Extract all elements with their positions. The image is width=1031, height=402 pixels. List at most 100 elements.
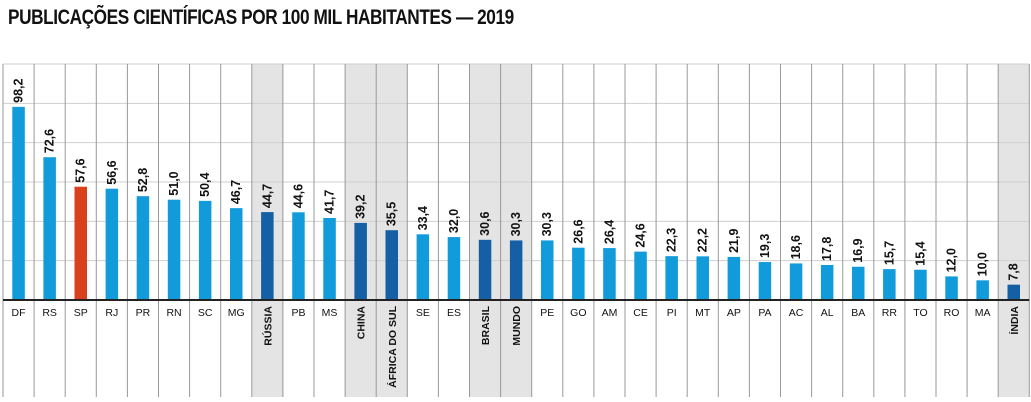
category-label: PI bbox=[667, 307, 677, 319]
bar bbox=[1007, 284, 1020, 300]
value-label: 21,9 bbox=[727, 229, 741, 253]
value-label: 26,6 bbox=[571, 219, 585, 243]
bar bbox=[634, 251, 647, 300]
bar bbox=[198, 200, 212, 300]
category-label: AM bbox=[602, 307, 618, 319]
bar bbox=[976, 280, 989, 300]
bar bbox=[292, 212, 305, 300]
category-label: AL bbox=[821, 307, 834, 319]
value-label: 56,6 bbox=[105, 160, 119, 184]
category-label: MS bbox=[322, 307, 338, 319]
category-label: AC bbox=[789, 307, 804, 319]
category-label: DF bbox=[12, 307, 26, 319]
category-label: GO bbox=[570, 307, 586, 319]
bar bbox=[74, 186, 87, 300]
bar bbox=[447, 237, 461, 300]
bar bbox=[354, 222, 367, 300]
value-label: 30,3 bbox=[509, 212, 523, 236]
value-label: 41,7 bbox=[323, 190, 337, 214]
value-label: 22,3 bbox=[665, 228, 679, 252]
bar bbox=[230, 208, 243, 300]
bar bbox=[852, 266, 865, 300]
bar bbox=[509, 240, 523, 300]
bar bbox=[43, 157, 56, 300]
bar bbox=[416, 234, 430, 300]
category-label: ES bbox=[447, 307, 461, 319]
bar bbox=[167, 199, 181, 300]
bar bbox=[323, 217, 336, 300]
value-label: 10,0 bbox=[976, 252, 990, 276]
value-label: 32,0 bbox=[447, 209, 461, 233]
category-label: PR bbox=[136, 307, 151, 319]
value-label: 30,6 bbox=[478, 211, 492, 235]
value-label: 44,7 bbox=[260, 184, 274, 208]
category-label: PA bbox=[758, 307, 771, 319]
category-label: RO bbox=[944, 307, 960, 319]
bar bbox=[261, 212, 274, 300]
bar bbox=[820, 264, 834, 300]
category-label: MT bbox=[695, 307, 711, 319]
value-label: 15,7 bbox=[882, 241, 896, 265]
category-label: MUNDO bbox=[511, 306, 523, 346]
value-label: 24,6 bbox=[634, 223, 648, 247]
value-label: 19,3 bbox=[758, 234, 772, 258]
bar bbox=[727, 256, 741, 300]
category-label: CE bbox=[633, 307, 648, 319]
value-label: 33,4 bbox=[416, 206, 430, 230]
comparison-column-bg bbox=[469, 64, 501, 397]
category-label: SP bbox=[74, 307, 88, 319]
value-label: 15,4 bbox=[913, 241, 927, 265]
value-label: 98,2 bbox=[12, 78, 26, 102]
value-label: 16,9 bbox=[851, 238, 865, 262]
value-label: 72,6 bbox=[43, 129, 57, 153]
category-label: MG bbox=[228, 307, 245, 319]
category-label: BA bbox=[851, 307, 865, 319]
value-label: 18,6 bbox=[789, 235, 803, 259]
bar bbox=[789, 263, 803, 300]
value-label: 22,2 bbox=[696, 228, 710, 252]
bar bbox=[883, 269, 896, 300]
value-label: 46,7 bbox=[229, 180, 243, 204]
bar bbox=[758, 262, 772, 300]
value-label: 30,3 bbox=[540, 212, 554, 236]
value-label: 26,4 bbox=[602, 220, 616, 244]
bar bbox=[136, 196, 150, 300]
value-label: 57,6 bbox=[74, 158, 88, 182]
bar bbox=[572, 247, 585, 300]
category-label: PB bbox=[291, 307, 305, 319]
value-label: 12,0 bbox=[945, 248, 959, 272]
comparison-column-bg bbox=[500, 64, 532, 397]
bar bbox=[12, 106, 25, 300]
comparison-column-bg bbox=[998, 64, 1030, 397]
value-label: 17,8 bbox=[820, 237, 834, 261]
bar bbox=[696, 256, 709, 300]
category-label: RS bbox=[42, 307, 57, 319]
value-label: 44,6 bbox=[291, 184, 305, 208]
category-label: SC bbox=[198, 307, 213, 319]
bar bbox=[541, 240, 554, 300]
category-label: RJ bbox=[105, 307, 118, 319]
category-label: MA bbox=[975, 307, 991, 319]
bar bbox=[478, 239, 492, 300]
value-label: 39,2 bbox=[354, 195, 368, 219]
value-label: 35,5 bbox=[385, 202, 399, 226]
bar bbox=[665, 256, 678, 300]
bar bbox=[105, 188, 119, 300]
bar bbox=[914, 269, 927, 300]
category-label: RR bbox=[882, 307, 898, 319]
value-label: 52,8 bbox=[136, 168, 150, 192]
category-label: ÁFRICA DO SUL bbox=[386, 305, 399, 387]
value-label: 50,4 bbox=[198, 173, 212, 197]
value-label: 7,8 bbox=[1007, 263, 1021, 280]
bar bbox=[945, 276, 958, 300]
category-label: RÚSSIA bbox=[261, 306, 274, 346]
category-label: TO bbox=[913, 307, 927, 319]
category-label: PE bbox=[540, 307, 554, 319]
bar bbox=[603, 248, 616, 300]
chart-title: PUBLICAÇÕES CIENTÍFICAS POR 100 MIL HABI… bbox=[8, 6, 514, 29]
category-label: BRASIL bbox=[480, 305, 492, 345]
category-label: CHINA bbox=[356, 306, 368, 340]
category-label: ÍNDIA bbox=[1008, 306, 1021, 335]
bar bbox=[385, 230, 398, 300]
